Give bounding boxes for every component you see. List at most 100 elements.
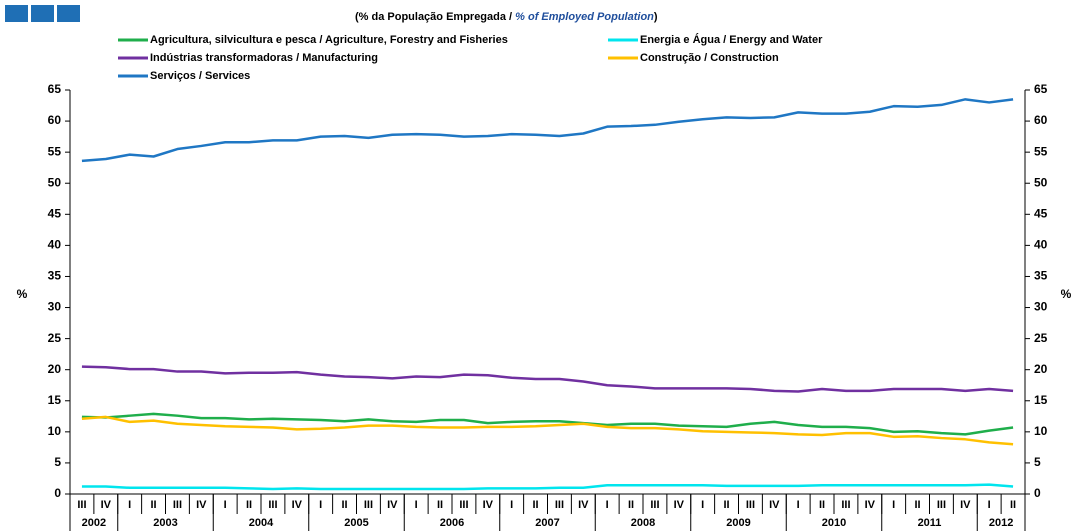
y-tick-label: 0 — [54, 486, 61, 500]
y2-tick-label: 45 — [1034, 206, 1048, 220]
x-tick-label: II — [915, 499, 921, 511]
x-tick-label: IV — [865, 499, 876, 511]
x-tick-label: I — [128, 499, 131, 511]
year-label: 2006 — [440, 517, 464, 529]
subtitle-part: % of Employed Population — [515, 11, 654, 23]
logo-block — [31, 5, 54, 22]
y2-tick-label: 20 — [1034, 362, 1048, 376]
x-tick-label: II — [437, 499, 443, 511]
x-tick-label: IV — [101, 499, 112, 511]
y2-tick-label: 40 — [1034, 238, 1048, 252]
year-label: 2004 — [249, 517, 274, 529]
y2-tick-label: 10 — [1034, 424, 1048, 438]
y-tick-label: 50 — [48, 175, 62, 189]
series-line — [81, 483, 1014, 491]
x-tick-label: III — [364, 499, 373, 511]
subtitle-part: (% da População Empregada / — [355, 11, 515, 23]
year-label: 2002 — [82, 517, 106, 529]
legend-label: Construção / Construction — [640, 52, 779, 64]
subtitle-part: ) — [654, 11, 658, 23]
x-tick-label: IV — [674, 499, 685, 511]
x-tick-label: IV — [387, 499, 398, 511]
x-tick-label: I — [224, 499, 227, 511]
y-tick-label: 30 — [48, 300, 62, 314]
y2-tick-label: 15 — [1034, 393, 1048, 407]
x-tick-label: II — [1010, 499, 1016, 511]
legend-label: Agricultura, silvicultura e pesca / Agri… — [150, 34, 508, 46]
legend-label: Energia e Água / Energy and Water — [640, 33, 823, 46]
x-tick-label: III — [746, 499, 755, 511]
x-tick-label: III — [937, 499, 946, 511]
legend-label: Serviços / Services — [150, 70, 250, 82]
x-tick-label: I — [606, 499, 609, 511]
x-tick-label: I — [415, 499, 418, 511]
x-tick-label: IV — [292, 499, 303, 511]
legend-label: Indústrias transformadoras / Manufacturi… — [150, 52, 378, 64]
y-tick-label: 60 — [48, 113, 62, 127]
y-tick-label: 25 — [48, 331, 62, 345]
x-tick-label: II — [151, 499, 157, 511]
x-tick-label: I — [701, 499, 704, 511]
series-line — [81, 412, 1014, 436]
y-tick-label: 15 — [48, 393, 62, 407]
year-label: 2012 — [989, 517, 1013, 529]
y-tick-label: 35 — [48, 269, 62, 283]
subtitle: (% da População Empregada / % of Employe… — [355, 11, 658, 23]
year-label: 2010 — [822, 517, 846, 529]
x-tick-label: II — [246, 499, 252, 511]
x-tick-label: IV — [578, 499, 589, 511]
x-tick-label: I — [892, 499, 895, 511]
y2-tick-label: 50 — [1034, 175, 1048, 189]
x-tick-label: III — [173, 499, 182, 511]
y2-tick-label: 25 — [1034, 331, 1048, 345]
y2-tick-label: 55 — [1034, 144, 1048, 158]
year-label: 2011 — [918, 517, 942, 529]
x-tick-label: II — [628, 499, 634, 511]
year-label: 2009 — [726, 517, 750, 529]
x-tick-label: IV — [196, 499, 207, 511]
logo-block — [57, 5, 80, 22]
y-tick-label: 40 — [48, 238, 62, 252]
year-label: 2007 — [535, 517, 559, 529]
year-label: 2003 — [153, 517, 177, 529]
x-tick-label: II — [724, 499, 730, 511]
x-tick-label: IV — [483, 499, 494, 511]
y-tick-label: 20 — [48, 362, 62, 376]
x-tick-label: III — [77, 499, 86, 511]
x-tick-label: III — [650, 499, 659, 511]
y2-tick-label: 0 — [1034, 486, 1041, 500]
x-tick-label: II — [533, 499, 539, 511]
series-line — [81, 365, 1014, 393]
year-label: 2008 — [631, 517, 655, 529]
y2-tick-label: 60 — [1034, 113, 1048, 127]
logo-block — [5, 5, 28, 22]
x-tick-label: III — [555, 499, 564, 511]
y2-tick-label: 65 — [1034, 82, 1048, 96]
x-tick-label: III — [841, 499, 850, 511]
y2-tick-label: 30 — [1034, 300, 1048, 314]
x-tick-label: IV — [960, 499, 971, 511]
series-line — [81, 98, 1014, 163]
y-tick-label: 65 — [48, 82, 62, 96]
x-tick-label: II — [342, 499, 348, 511]
x-tick-label: II — [819, 499, 825, 511]
y-axis-label: % — [17, 287, 28, 301]
y2-tick-label: 5 — [1034, 455, 1041, 469]
y-tick-label: 45 — [48, 206, 62, 220]
x-tick-label: III — [268, 499, 277, 511]
x-tick-label: I — [319, 499, 322, 511]
year-label: 2005 — [344, 517, 368, 529]
y-tick-label: 5 — [54, 455, 61, 469]
x-tick-label: IV — [769, 499, 780, 511]
y-tick-label: 10 — [48, 424, 62, 438]
y2-tick-label: 35 — [1034, 269, 1048, 283]
x-tick-label: I — [797, 499, 800, 511]
series-line — [81, 415, 1014, 446]
y-tick-label: 55 — [48, 144, 62, 158]
y2-axis-label: % — [1061, 287, 1071, 301]
x-tick-label: III — [459, 499, 468, 511]
x-tick-label: I — [988, 499, 991, 511]
x-tick-label: I — [510, 499, 513, 511]
